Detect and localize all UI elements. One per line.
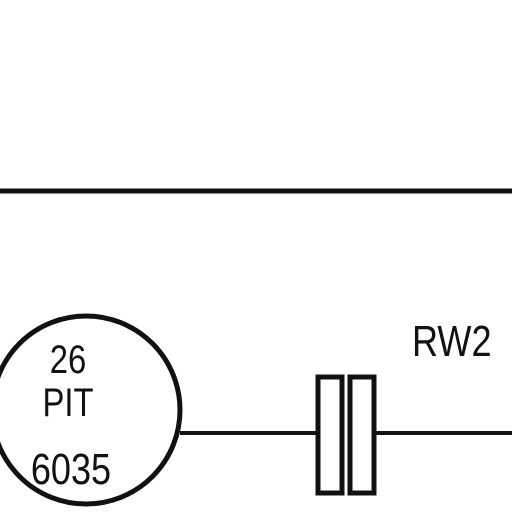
instrument-tag-number: 26 [49, 338, 87, 382]
instrument-loop-number: 6035 [30, 445, 112, 494]
line-label: RW2 [412, 317, 492, 366]
orifice-plate-icon [315, 374, 377, 496]
instrument-bubble-icon [0, 313, 183, 507]
instrument-function-code: PIT [42, 381, 94, 425]
